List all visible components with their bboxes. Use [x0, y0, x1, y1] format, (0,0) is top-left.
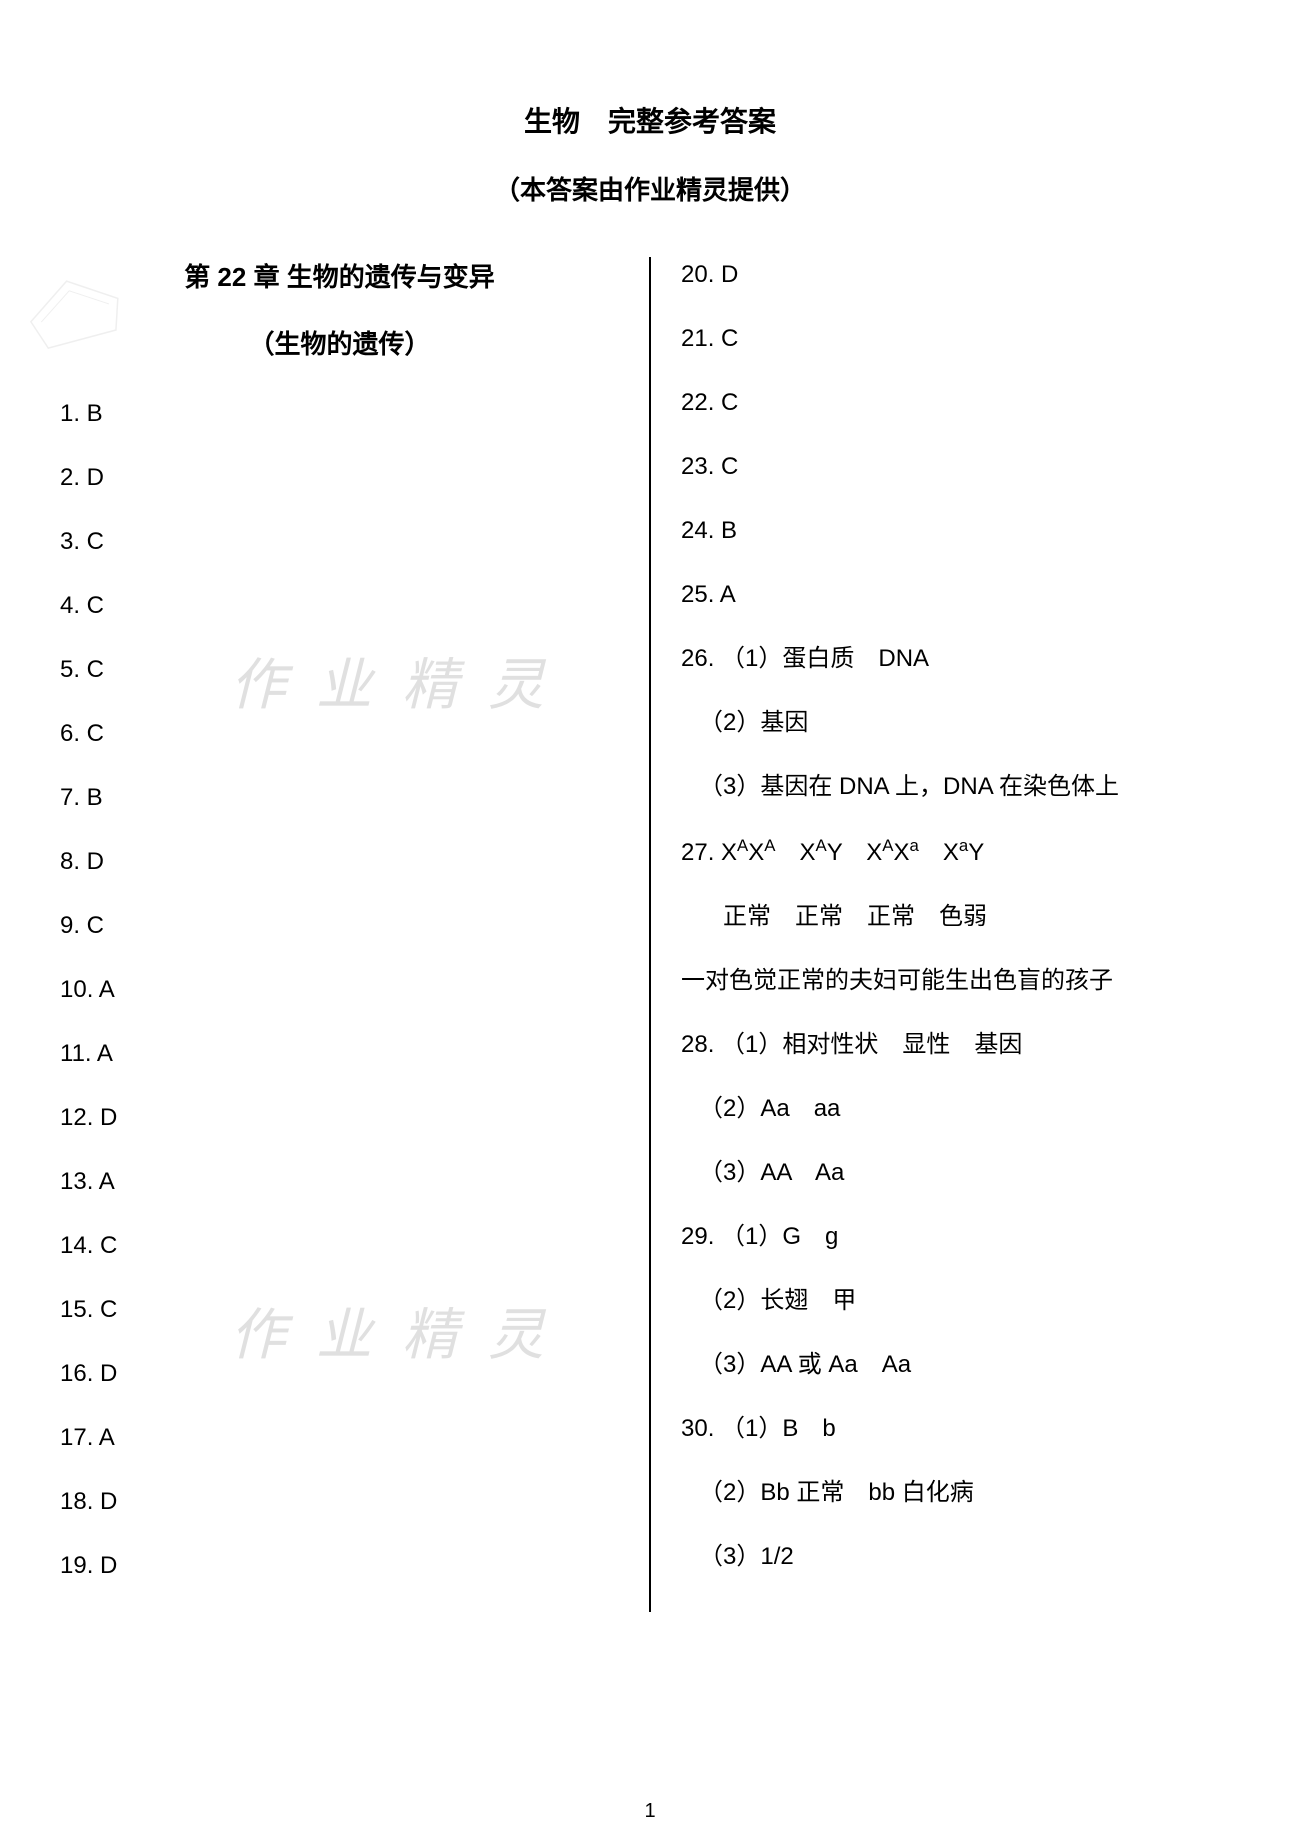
answer-item: 26. （1）蛋白质 DNA: [681, 641, 1240, 677]
answer-item: 30. （1）B b: [681, 1411, 1240, 1447]
answer-item: （2）Bb 正常 bb 白化病: [681, 1475, 1240, 1511]
answer-item: 17. A: [60, 1420, 619, 1456]
answer-item: 27. XAXA XAY XAXa XaY: [681, 833, 1240, 871]
answer-item: 7. B: [60, 780, 619, 816]
answer-item: 1. B: [60, 396, 619, 432]
answer-item: （2）Aa aa: [681, 1091, 1240, 1127]
answer-item: 11. A: [60, 1036, 619, 1072]
answer-item: （3）AA Aa: [681, 1155, 1240, 1191]
answer-item: 28. （1）相对性状 显性 基因: [681, 1027, 1240, 1063]
answer-item: 29. （1）G g: [681, 1219, 1240, 1255]
answer-item: （3）AA 或 Aa Aa: [681, 1347, 1240, 1383]
left-column: 第 22 章 生物的遗传与变异 （生物的遗传） 1. B 2. D 3. C 4. C…: [60, 257, 649, 1612]
answer-item: 23. C: [681, 449, 1240, 485]
answer-item: （2）基因: [681, 705, 1240, 741]
answer-item: 正常 正常 正常 色弱: [681, 899, 1240, 935]
answer-item: 25. A: [681, 577, 1240, 613]
answer-item: 19. D: [60, 1548, 619, 1584]
main-title: 生物 完整参考答案: [60, 100, 1240, 140]
answer-item: 14. C: [60, 1228, 619, 1264]
answer-item: 15. C: [60, 1292, 619, 1328]
answer-item: 10. A: [60, 972, 619, 1008]
answer-item: 8. D: [60, 844, 619, 880]
answer-item: 一对色觉正常的夫妇可能生出色盲的孩子: [681, 963, 1240, 999]
answer-item: 13. A: [60, 1164, 619, 1200]
answer-item: 22. C: [681, 385, 1240, 421]
answer-item: 4. C: [60, 588, 619, 624]
answer-item: 20. D: [681, 257, 1240, 293]
answer-item: 18. D: [60, 1484, 619, 1520]
answer-item: 21. C: [681, 321, 1240, 357]
answer-item: 5. C: [60, 652, 619, 688]
answer-item: 12. D: [60, 1100, 619, 1136]
chapter-title: 第 22 章 生物的遗传与变异: [60, 257, 619, 294]
content-area: 第 22 章 生物的遗传与变异 （生物的遗传） 1. B 2. D 3. C 4. C…: [60, 257, 1240, 1612]
answer-item: （2）长翅 甲: [681, 1283, 1240, 1319]
answer-item: 9. C: [60, 908, 619, 944]
page-number: 1: [644, 1800, 655, 1823]
answer-item: 16. D: [60, 1356, 619, 1392]
answer-item: 6. C: [60, 716, 619, 752]
answer-item: 2. D: [60, 460, 619, 496]
left-answers-container: 1. B 2. D 3. C 4. C 5. C 6. C 7. B 8. D 9. C 10. …: [60, 396, 619, 1584]
right-column: 20. D 21. C 22. C 23. C 24. B 25. A 26. （1）蛋白质…: [651, 257, 1240, 1612]
answer-item: （3）1/2: [681, 1539, 1240, 1575]
answer-item: 3. C: [60, 524, 619, 560]
document-header: 生物 完整参考答案 （本答案由作业精灵提供）: [60, 100, 1240, 207]
section-title: （生物的遗传）: [60, 324, 619, 361]
answer-item: 24. B: [681, 513, 1240, 549]
subtitle: （本答案由作业精灵提供）: [60, 170, 1240, 207]
right-answers-container: 20. D 21. C 22. C 23. C 24. B 25. A 26. （1）蛋白质…: [681, 257, 1240, 1575]
answer-item: （3）基因在 DNA 上，DNA 在染色体上: [681, 769, 1240, 805]
